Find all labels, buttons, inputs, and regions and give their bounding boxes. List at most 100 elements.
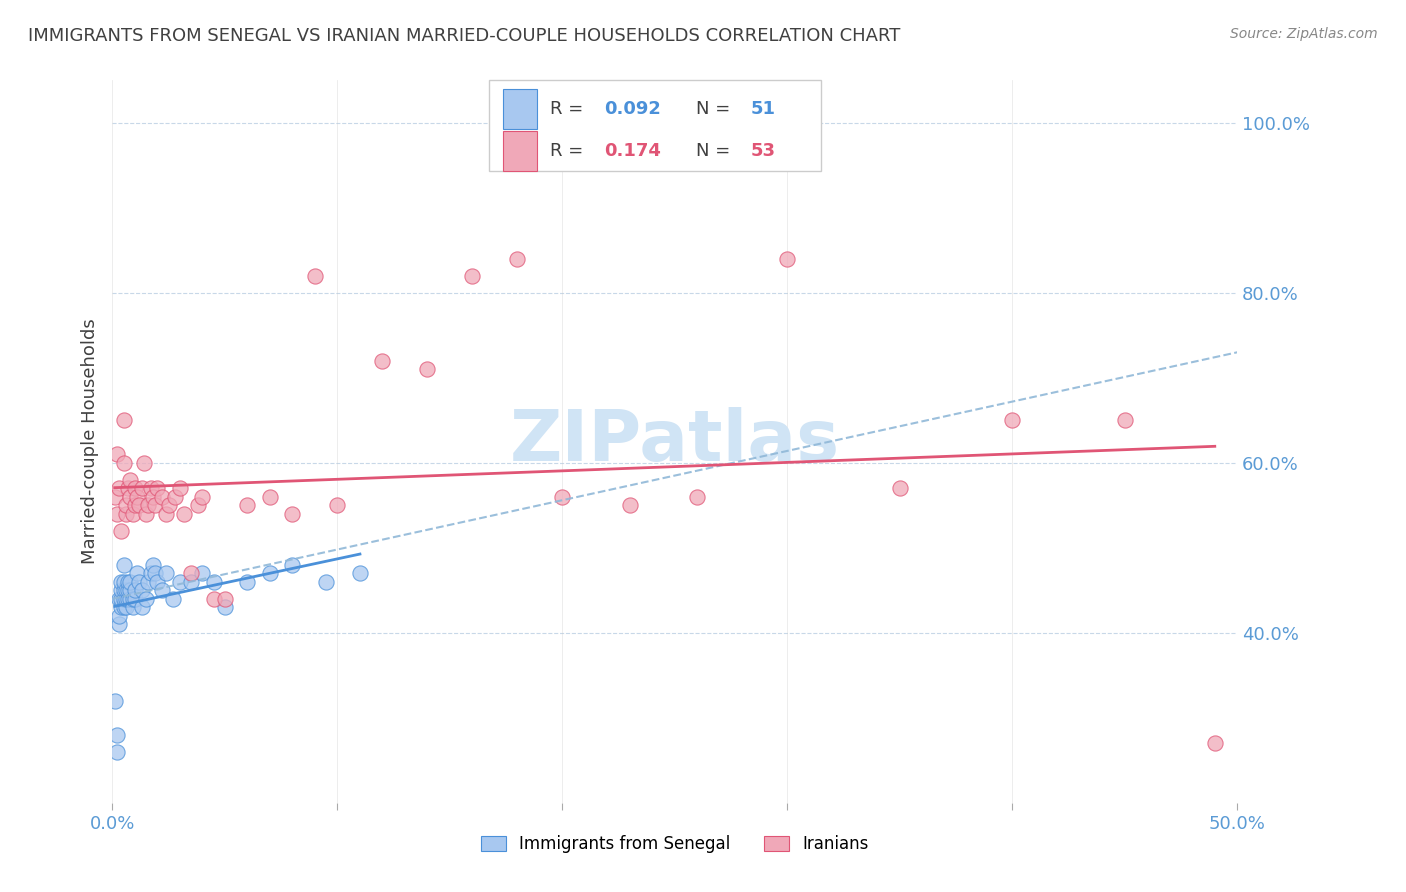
Point	[132, 456, 155, 470]
Point	[105, 447, 128, 461]
Point	[236, 498, 259, 512]
Point	[371, 353, 394, 368]
Point	[1114, 413, 1136, 427]
Point	[121, 507, 143, 521]
Point	[120, 591, 142, 606]
Point	[135, 507, 157, 521]
Point	[115, 583, 138, 598]
Point	[150, 490, 173, 504]
Point	[281, 507, 304, 521]
Text: N =: N =	[696, 100, 737, 118]
Point	[112, 574, 135, 589]
Point	[138, 574, 160, 589]
Point	[112, 600, 135, 615]
Point	[121, 591, 143, 606]
Point	[506, 252, 529, 266]
Point	[138, 498, 160, 512]
Point	[191, 566, 214, 581]
Point	[117, 481, 139, 495]
Point	[131, 583, 153, 598]
Text: R =: R =	[550, 142, 589, 160]
Point	[104, 694, 127, 708]
Point	[776, 252, 799, 266]
Point	[108, 481, 131, 495]
Point	[191, 490, 214, 504]
Point	[120, 583, 142, 598]
Point	[281, 558, 304, 572]
Point	[143, 498, 166, 512]
Point	[112, 591, 135, 606]
Text: N =: N =	[696, 142, 737, 160]
Point	[214, 600, 236, 615]
Text: 0.092: 0.092	[605, 100, 661, 118]
Point	[105, 728, 128, 742]
Text: 51: 51	[751, 100, 775, 118]
Y-axis label: Married-couple Households: Married-couple Households	[80, 318, 98, 565]
Text: ZIPatlas: ZIPatlas	[510, 407, 839, 476]
Point	[326, 498, 349, 512]
Point	[112, 583, 135, 598]
Point	[139, 481, 162, 495]
Point	[202, 574, 225, 589]
Point	[110, 524, 132, 538]
FancyBboxPatch shape	[503, 131, 537, 170]
Point	[169, 481, 191, 495]
Point	[173, 507, 195, 521]
Point	[236, 574, 259, 589]
Text: R =: R =	[550, 100, 589, 118]
Point	[124, 481, 146, 495]
Point	[214, 591, 236, 606]
Point	[202, 591, 225, 606]
Point	[115, 591, 138, 606]
Point	[115, 507, 138, 521]
Point	[187, 498, 209, 512]
Point	[128, 574, 150, 589]
Point	[150, 583, 173, 598]
Point	[124, 498, 146, 512]
Point	[157, 498, 180, 512]
Point	[120, 574, 142, 589]
Point	[416, 362, 439, 376]
Point	[121, 600, 143, 615]
Point	[110, 591, 132, 606]
Text: IMMIGRANTS FROM SENEGAL VS IRANIAN MARRIED-COUPLE HOUSEHOLDS CORRELATION CHART: IMMIGRANTS FROM SENEGAL VS IRANIAN MARRI…	[28, 27, 900, 45]
Point	[619, 498, 641, 512]
Point	[1001, 413, 1024, 427]
Point	[143, 566, 166, 581]
Point	[315, 574, 337, 589]
Point	[105, 507, 128, 521]
Point	[1204, 736, 1226, 750]
Point	[142, 490, 165, 504]
Point	[112, 413, 135, 427]
Point	[117, 591, 139, 606]
Point	[112, 456, 135, 470]
Point	[259, 490, 281, 504]
Point	[117, 574, 139, 589]
Point	[131, 481, 153, 495]
Point	[180, 566, 202, 581]
Text: 0.174: 0.174	[605, 142, 661, 160]
Point	[110, 574, 132, 589]
Point	[889, 481, 911, 495]
Point	[155, 507, 177, 521]
Point	[115, 498, 138, 512]
FancyBboxPatch shape	[503, 89, 537, 129]
Point	[112, 558, 135, 572]
Text: 53: 53	[751, 142, 775, 160]
Point	[349, 566, 371, 581]
Point	[142, 558, 165, 572]
Point	[551, 490, 574, 504]
Point	[105, 745, 128, 759]
Point	[108, 608, 131, 623]
Point	[115, 600, 138, 615]
Point	[104, 490, 127, 504]
Point	[120, 490, 142, 504]
Point	[155, 566, 177, 581]
Point	[165, 490, 187, 504]
Point	[146, 574, 169, 589]
Point	[686, 490, 709, 504]
Point	[108, 617, 131, 632]
Point	[117, 583, 139, 598]
Point	[162, 591, 184, 606]
FancyBboxPatch shape	[489, 80, 821, 170]
